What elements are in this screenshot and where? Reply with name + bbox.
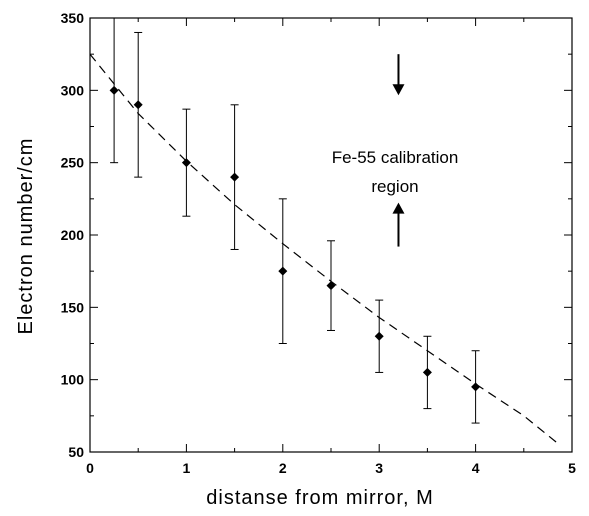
data-point-marker: [374, 331, 384, 341]
annotation-line1: Fe-55 calibration: [332, 148, 459, 167]
y-tick-label: 200: [61, 227, 85, 243]
data-point-marker: [326, 281, 336, 291]
x-axis-title: distanse from mirror, M: [206, 487, 433, 509]
y-tick-label: 350: [61, 10, 85, 26]
x-tick-label: 3: [375, 460, 383, 476]
x-tick-label: 2: [279, 460, 287, 476]
y-tick-label: 300: [61, 82, 85, 98]
fit-curve: [89, 53, 560, 446]
y-axis-title: Electron number/cm: [15, 138, 37, 335]
x-tick-label: 5: [568, 460, 576, 476]
data-point-marker: [109, 85, 119, 95]
x-tick-label: 4: [472, 460, 480, 476]
data-point-marker: [133, 100, 143, 110]
data-point-marker: [278, 266, 288, 276]
data-point-marker: [181, 158, 191, 168]
arrow-up-head: [392, 202, 405, 214]
x-tick-label: 0: [86, 460, 94, 476]
arrow-down-head: [392, 84, 405, 96]
y-tick-label: 50: [68, 444, 84, 460]
data-point-marker: [422, 367, 432, 377]
y-tick-label: 250: [61, 155, 85, 171]
y-tick-label: 100: [61, 372, 85, 388]
data-point-marker: [471, 382, 481, 392]
y-tick-label: 150: [61, 299, 85, 315]
data-point-marker: [230, 172, 240, 182]
x-tick-label: 1: [183, 460, 191, 476]
plot-area: [89, 17, 573, 453]
annotation-line2: region: [371, 177, 418, 196]
